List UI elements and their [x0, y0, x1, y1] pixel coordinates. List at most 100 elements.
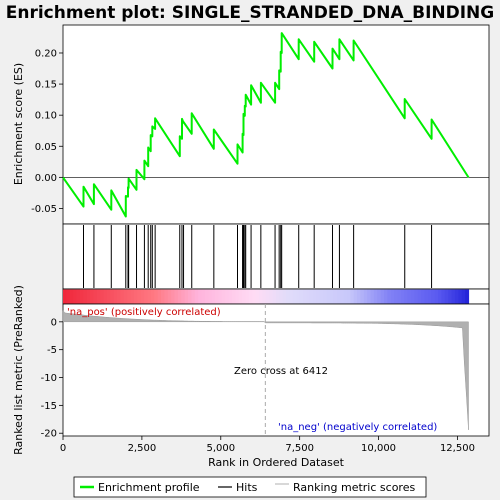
chart-title: Enrichment plot: SINGLE_STRANDED_DNA_BIN…: [6, 3, 494, 23]
color-bar-segment: [397, 289, 402, 304]
color-bar-segment: [421, 289, 426, 304]
color-bar-segment: [438, 289, 443, 304]
color-bar-segment: [265, 289, 270, 304]
color-bar-segment: [427, 289, 432, 304]
color-bar-segment: [198, 289, 203, 304]
color-bar-segment: [394, 289, 399, 304]
color-bar-segment: [86, 289, 91, 304]
enrichment-profile: [62, 32, 470, 218]
color-bar-segment: [289, 289, 294, 304]
x-tick-label: 2,500: [128, 443, 157, 454]
color-bar-segment: [235, 289, 240, 304]
color-bar-segment: [458, 289, 463, 304]
color-bar-segment: [292, 289, 297, 304]
color-bar-segment: [313, 289, 318, 304]
positive-correlation-label: 'na_pos' (positively correlated): [67, 307, 221, 318]
color-bar-segment: [147, 289, 152, 304]
color-bar-segment: [407, 289, 412, 304]
x-axis-label: Rank in Ordered Dataset: [208, 456, 345, 469]
color-bar-segment: [194, 289, 199, 304]
color-bar-segment: [275, 289, 280, 304]
color-bar-segment: [441, 289, 446, 304]
legend-box: [73, 476, 427, 498]
color-bar-segment: [346, 289, 351, 304]
color-bar-segment: [157, 289, 162, 304]
rank-ylabel: Ranked list metric (PreRanked): [12, 285, 25, 455]
legend-hits-label: Hits: [236, 481, 258, 494]
color-bar-segment: [191, 289, 196, 304]
color-bar-segment: [140, 289, 145, 304]
color-bar-segment: [218, 289, 223, 304]
hit-markers: [83, 225, 433, 288]
color-bar-segment: [93, 289, 98, 304]
color-bar-segment: [221, 289, 226, 304]
color-bar-segment: [245, 289, 250, 304]
color-bar-segment: [171, 289, 176, 304]
color-bar-segment: [370, 289, 375, 304]
color-bar-segment: [390, 289, 395, 304]
color-bar-segment: [100, 289, 105, 304]
color-bar-segment: [333, 289, 338, 304]
ranking-metric-area: [62, 304, 469, 436]
color-bar-segment: [167, 289, 172, 304]
color-bar-segment: [164, 289, 169, 304]
color-bar-segment: [252, 289, 257, 304]
x-tick-label: 10,000: [361, 443, 396, 454]
es-tick-label: 0.10: [35, 111, 57, 122]
color-bar-segment: [424, 289, 429, 304]
legend-rank-label: Ranking metric scores: [293, 481, 415, 494]
color-bar-segment: [69, 289, 74, 304]
color-bar-segment: [160, 289, 165, 304]
zero-cross-label: Zero cross at 6412: [234, 366, 328, 377]
color-bar-segment: [367, 289, 372, 304]
color-bar-segment: [225, 289, 230, 304]
color-bar-segment: [448, 289, 453, 304]
es-tick-label: 0.20: [35, 48, 57, 59]
rank-metric-path: [62, 310, 469, 430]
color-bar-segment: [127, 289, 132, 304]
color-bar-segment: [262, 289, 267, 304]
color-bar-segment: [380, 289, 385, 304]
color-bar-segment: [306, 289, 311, 304]
x-tick-label: 7,500: [285, 443, 314, 454]
rank-panel: [62, 303, 490, 437]
color-bar-segment: [181, 289, 186, 304]
color-bar-segment: [137, 289, 142, 304]
color-bar-segment: [208, 289, 213, 304]
es-tick-label: 0.15: [35, 80, 57, 91]
color-bar-segment: [255, 289, 260, 304]
color-bar-segment: [184, 289, 189, 304]
rank-tick-label: -10: [41, 373, 57, 384]
color-bar-segment: [329, 289, 334, 304]
color-bar-segment: [282, 289, 287, 304]
color-bar-segment: [302, 289, 307, 304]
color-bar-segment: [231, 289, 236, 304]
color-bar-segment: [133, 289, 138, 304]
color-bar-segment: [144, 289, 149, 304]
es-line: [62, 32, 470, 218]
color-bar-segment: [309, 289, 314, 304]
color-bar-segment: [215, 289, 220, 304]
color-bar-segment: [123, 289, 128, 304]
color-bar-segment: [451, 289, 456, 304]
color-bar-segment: [242, 289, 247, 304]
color-bar-segment: [353, 289, 358, 304]
x-tick-label: 12,500: [440, 443, 475, 454]
rank-tick-label: -20: [41, 429, 57, 440]
color-bar-segment: [96, 289, 101, 304]
color-bar-segment: [434, 289, 439, 304]
es-tick-label: 0.05: [35, 142, 57, 153]
color-bar-segment: [238, 289, 243, 304]
color-bar-segment: [286, 289, 290, 304]
color-bar-segment: [299, 289, 304, 304]
color-bar-segment: [90, 289, 95, 304]
color-bar-segment: [373, 289, 378, 304]
hits-panel: [62, 223, 490, 290]
color-bar-segment: [117, 289, 122, 304]
color-bar-segment: [454, 289, 459, 304]
rank-tick-label: 0: [51, 317, 57, 328]
x-tick-label: 5,000: [206, 443, 235, 454]
color-bar-segment: [461, 289, 466, 304]
es-panel: [62, 24, 490, 225]
rank-tick-label: -5: [47, 345, 57, 356]
